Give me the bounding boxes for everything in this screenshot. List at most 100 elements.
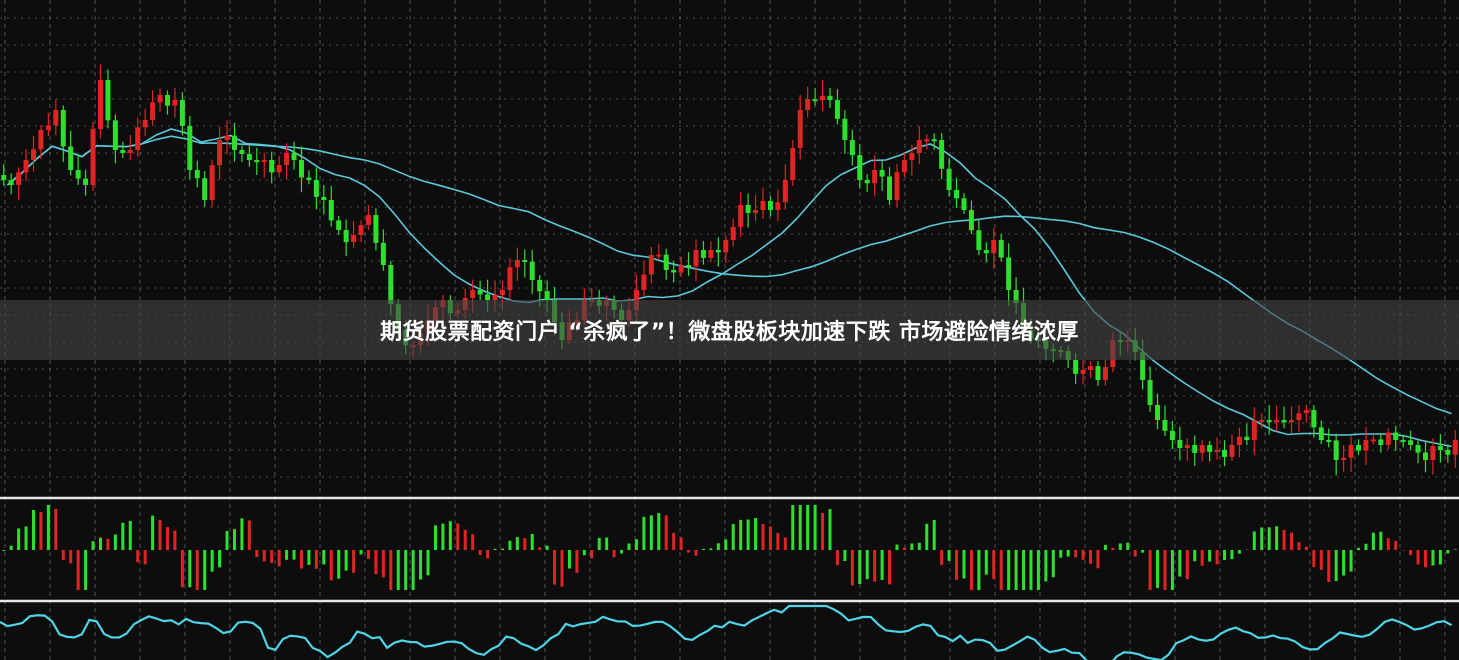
candle-body bbox=[224, 135, 230, 140]
candle-body bbox=[954, 190, 960, 199]
candle-body bbox=[485, 294, 491, 300]
histogram-bar bbox=[597, 537, 601, 550]
candle-body bbox=[157, 95, 163, 103]
candle-body bbox=[1311, 410, 1317, 428]
histogram-bar bbox=[1409, 550, 1413, 556]
candle-body bbox=[983, 250, 989, 254]
histogram-bar bbox=[277, 550, 281, 567]
histogram-bar bbox=[486, 550, 490, 559]
histogram-bar bbox=[984, 550, 988, 575]
candle-body bbox=[1, 175, 7, 181]
candle-body bbox=[782, 180, 788, 203]
histogram-bar bbox=[917, 542, 921, 550]
histogram-bar bbox=[1074, 550, 1078, 558]
histogram-bar bbox=[1111, 547, 1115, 550]
histogram-bar bbox=[1438, 550, 1442, 565]
candle-body bbox=[968, 210, 974, 231]
histogram-bar bbox=[1133, 550, 1137, 557]
histogram-bar bbox=[165, 527, 169, 550]
histogram-bar bbox=[947, 550, 951, 561]
candle-body bbox=[760, 201, 766, 210]
candle-body bbox=[120, 150, 126, 153]
histogram-bar bbox=[850, 550, 854, 586]
candle-body bbox=[656, 254, 662, 257]
candle-body bbox=[60, 110, 66, 147]
candle-body bbox=[351, 235, 357, 243]
histogram-bar bbox=[560, 550, 564, 587]
histogram-bar bbox=[128, 520, 132, 550]
histogram-bar bbox=[731, 524, 735, 550]
histogram-bar bbox=[1424, 550, 1428, 568]
histogram-bar bbox=[1267, 527, 1271, 550]
histogram-bar bbox=[873, 550, 877, 582]
histogram-bar bbox=[262, 550, 266, 562]
histogram-bar bbox=[1349, 550, 1353, 572]
candle-body bbox=[1378, 439, 1384, 445]
histogram-bar bbox=[761, 524, 765, 550]
candle-body bbox=[1088, 366, 1094, 370]
candle-body bbox=[16, 172, 22, 185]
histogram-bar bbox=[2, 550, 6, 551]
candle-body bbox=[842, 118, 848, 140]
histogram-bar bbox=[1386, 538, 1390, 550]
histogram-bar bbox=[1334, 550, 1338, 582]
candle-body bbox=[1408, 440, 1414, 445]
histogram-bar bbox=[657, 513, 661, 550]
histogram-bar bbox=[1453, 549, 1457, 550]
histogram-bar bbox=[1215, 550, 1219, 565]
histogram-bar bbox=[620, 550, 624, 554]
candle-body bbox=[715, 250, 721, 253]
histogram-bar bbox=[419, 550, 423, 580]
candle-body bbox=[1184, 445, 1190, 449]
candle-body bbox=[1326, 440, 1332, 442]
candle-body bbox=[194, 170, 200, 179]
histogram-bar bbox=[642, 516, 646, 550]
candle-body bbox=[499, 290, 505, 296]
histogram-bar bbox=[1178, 550, 1182, 577]
candle-body bbox=[797, 110, 803, 148]
candle-body bbox=[507, 267, 513, 290]
histogram-bar bbox=[1371, 532, 1375, 550]
candle-body bbox=[1207, 445, 1213, 452]
candle-body bbox=[924, 139, 930, 142]
candle-body bbox=[8, 180, 14, 185]
histogram-bar bbox=[61, 550, 65, 560]
candle-body bbox=[1199, 445, 1205, 453]
histogram-bar bbox=[121, 522, 125, 550]
histogram-bar bbox=[828, 509, 832, 550]
histogram-bar bbox=[649, 515, 653, 550]
histogram-bar bbox=[992, 550, 996, 580]
histogram-bar bbox=[307, 550, 311, 565]
histogram-bar bbox=[151, 515, 155, 550]
candle-body bbox=[38, 130, 44, 150]
histogram-bar bbox=[411, 550, 415, 590]
histogram-bar bbox=[1208, 550, 1212, 562]
histogram-bar bbox=[1148, 550, 1152, 590]
histogram-bar bbox=[523, 538, 527, 550]
candle-body bbox=[790, 147, 796, 180]
histogram-bar bbox=[1401, 550, 1405, 551]
candle-body bbox=[1289, 420, 1295, 423]
histogram-bar bbox=[54, 508, 58, 550]
histogram-bar bbox=[188, 550, 192, 588]
histogram-bar bbox=[1357, 547, 1361, 550]
candle-body bbox=[693, 250, 699, 267]
histogram-bar bbox=[798, 505, 802, 550]
histogram-bar bbox=[746, 519, 750, 550]
histogram-bar bbox=[1327, 550, 1331, 582]
histogram-bar bbox=[218, 550, 222, 568]
histogram-bar bbox=[1252, 531, 1256, 550]
candle-body bbox=[648, 255, 654, 275]
histogram-bar bbox=[344, 550, 348, 571]
candle-body bbox=[1341, 457, 1347, 460]
histogram-bar bbox=[173, 530, 177, 550]
histogram-bar bbox=[46, 505, 50, 550]
candle-body bbox=[1222, 450, 1228, 457]
candle-body bbox=[753, 210, 759, 213]
candle-body bbox=[1147, 380, 1153, 405]
headline-banner: 期货股票配资门户 “杀疯了”！微盘股板块加速下跌 市场避险情绪浓厚 bbox=[0, 300, 1459, 360]
histogram-bar bbox=[456, 523, 460, 550]
candle-body bbox=[931, 139, 937, 142]
histogram-bar bbox=[195, 550, 199, 590]
candle-body bbox=[700, 250, 706, 258]
